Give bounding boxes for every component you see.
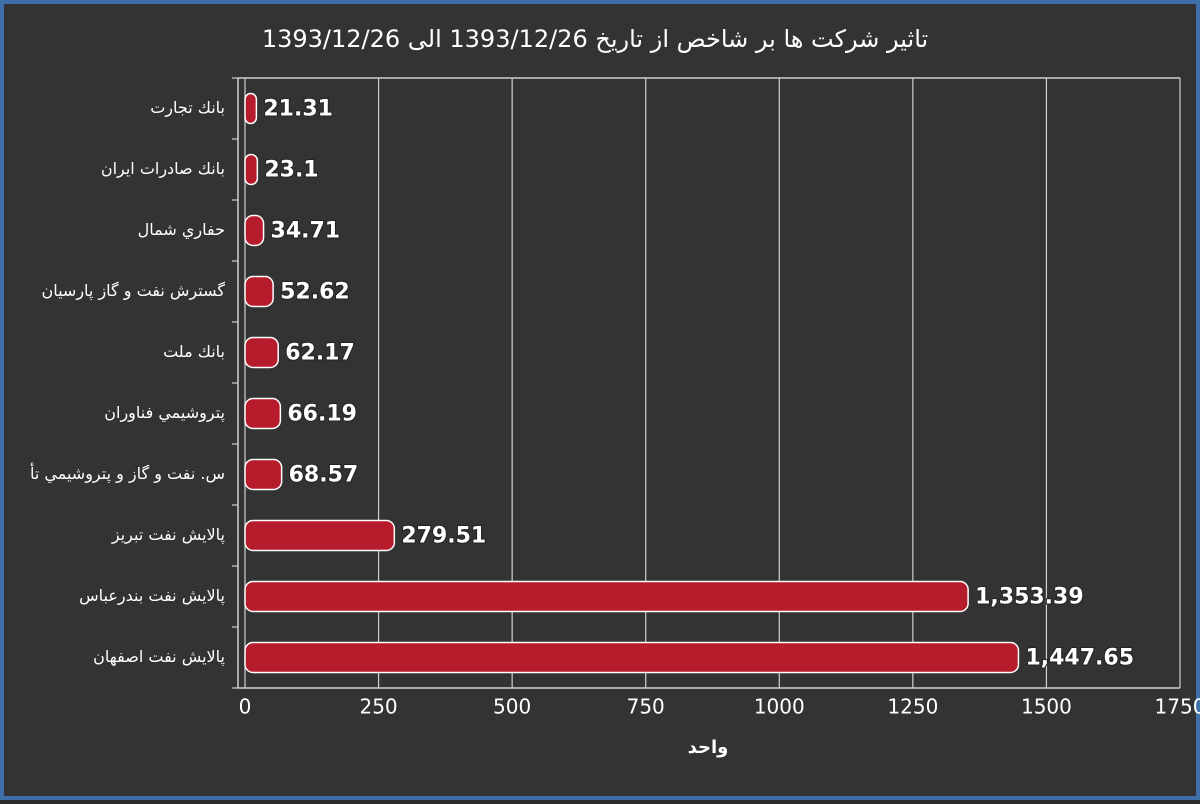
y-tick-label: بانك تجارت [150,98,225,118]
x-tick-label: 500 [493,695,531,719]
x-tick-label: 750 [627,695,665,719]
bar [244,458,283,491]
x-tick-label: 1250 [887,695,938,719]
x-axis-label: واحد [688,737,729,758]
x-tick-label: 1000 [754,695,805,719]
x-tick-label: 0 [239,695,252,719]
data-label: 62.17 [285,341,355,366]
y-tick-label: پتروشيمي فناوران [104,403,225,423]
data-label: 279.51 [401,524,486,549]
bar [244,153,259,186]
data-label: 52.62 [280,280,350,305]
data-label: 1,447.65 [1025,646,1134,671]
y-tick-label: س. نفت و گاز و پتروشيمي تأ [30,462,225,484]
data-label: 34.71 [271,219,341,244]
x-tick-label: 1500 [1021,695,1072,719]
data-label: 1,353.39 [975,585,1084,610]
bar [244,641,1020,674]
y-tick-label: گسترش نفت و گاز پارسيان [41,281,225,301]
data-label: 21.31 [263,97,333,122]
chart-title: تاثیر شرکت ها بر شاخص از تاریخ 1393/12/2… [262,25,928,53]
y-tick-label: پالايش نفت اصفهان [93,647,225,667]
y-tick-label: حفاري شمال [138,220,225,240]
x-tick-label: 1750 [1155,695,1200,719]
y-tick-label: بانك ملت [163,342,225,361]
bar [244,397,282,430]
y-tick-label: پالايش نفت تبريز [111,525,225,545]
data-label: 68.57 [289,463,359,488]
bar [244,92,258,125]
x-tick-label: 250 [359,695,397,719]
data-label: 66.19 [287,402,357,427]
y-tick-label: پالايش نفت بندرعباس [79,586,225,606]
data-label: 23.1 [264,158,318,183]
y-tick-label: بانك صادرات ايران [101,159,225,179]
bar [244,214,265,247]
bar [244,336,279,369]
bar [244,519,396,552]
bar [244,275,274,308]
bar [244,580,969,613]
